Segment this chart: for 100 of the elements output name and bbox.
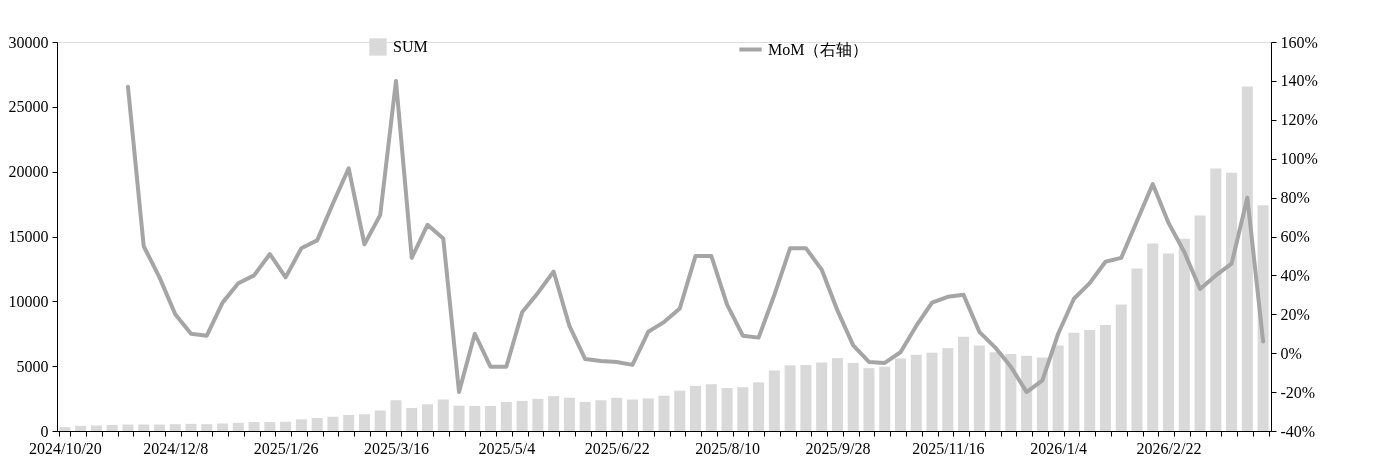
bar	[532, 398, 544, 431]
y2-tick-label: 160%	[1280, 33, 1318, 51]
bar	[579, 401, 591, 431]
y2-tick-label: -40%	[1280, 422, 1316, 440]
bar	[800, 365, 812, 431]
bar	[548, 396, 560, 431]
bar	[138, 424, 150, 431]
bar	[1099, 324, 1111, 431]
bar	[1021, 355, 1033, 431]
x-tick-label: 2025/9/28	[805, 439, 871, 457]
bar	[374, 410, 386, 431]
x-tick-label: 2026/2/22	[1136, 439, 1202, 457]
bar	[1084, 330, 1096, 431]
x-tick-label: 2025/1/26	[253, 439, 319, 457]
bar	[90, 425, 102, 431]
bar	[75, 425, 87, 431]
bar	[611, 397, 623, 431]
bar	[973, 345, 985, 431]
bar	[768, 370, 780, 431]
bar	[343, 414, 355, 431]
bar	[500, 401, 512, 431]
y-tick-label: 5000	[16, 357, 49, 375]
y2-tick-label: 120%	[1280, 111, 1318, 129]
bar	[311, 418, 323, 431]
x-tick-label: 2024/12/8	[143, 439, 209, 457]
bar	[453, 405, 465, 431]
y-tick-label: 20000	[8, 163, 49, 181]
bar	[217, 423, 229, 431]
y2-tick-label: 40%	[1280, 266, 1310, 284]
bar	[595, 400, 607, 431]
bar	[59, 427, 71, 431]
bar	[626, 399, 638, 431]
y2-tick-label: 60%	[1280, 228, 1310, 245]
y-tick-label: 30000	[8, 33, 49, 51]
bar	[1052, 345, 1064, 431]
legend-label: MoM（右轴）	[768, 40, 869, 58]
legend-label: SUM	[393, 38, 428, 55]
bar	[358, 414, 370, 431]
bar	[831, 358, 843, 431]
bar	[122, 424, 134, 431]
line-series	[125, 78, 1266, 395]
y-tick-label: 10000	[8, 292, 49, 310]
y2-tick-label: 100%	[1280, 150, 1318, 168]
bar	[784, 365, 796, 431]
bar	[1068, 332, 1080, 431]
bar	[721, 387, 733, 431]
bar	[737, 387, 749, 431]
x-tick-label: 2025/11/16	[912, 439, 985, 457]
bar	[280, 421, 292, 431]
y2-tick-label: 0%	[1280, 344, 1302, 362]
bar	[201, 424, 213, 431]
bar	[816, 362, 828, 431]
bar	[705, 384, 717, 431]
bar	[1147, 243, 1159, 431]
bar	[485, 405, 497, 431]
bar	[1194, 215, 1206, 431]
x-tick-label: 2024/10/20	[28, 439, 102, 457]
bar	[879, 366, 891, 431]
bar	[847, 362, 859, 431]
bar	[1131, 268, 1143, 431]
y2-tick-label: -20%	[1280, 383, 1316, 401]
bar	[642, 398, 654, 431]
bar	[1226, 172, 1238, 431]
bar	[437, 399, 449, 431]
x-tick-label: 2025/5/4	[478, 439, 536, 457]
bar	[1163, 253, 1175, 431]
bar	[1241, 86, 1253, 431]
bar	[421, 404, 434, 431]
bar	[153, 424, 165, 431]
y2-tick-label: 80%	[1280, 189, 1310, 207]
bar	[406, 408, 418, 431]
bar	[169, 424, 181, 431]
bar	[248, 422, 260, 431]
bar	[106, 424, 118, 431]
bar	[232, 422, 244, 431]
bar	[674, 390, 686, 431]
bar	[295, 419, 307, 431]
bar	[863, 368, 875, 431]
y2-tick-label: 140%	[1280, 72, 1318, 90]
bar	[563, 397, 575, 431]
bar	[958, 336, 970, 431]
bar	[1257, 205, 1269, 431]
bar	[989, 352, 1001, 431]
bar	[516, 400, 528, 431]
bar	[1005, 353, 1017, 431]
bar	[185, 423, 197, 431]
bar	[469, 405, 481, 431]
bar	[942, 348, 954, 431]
x-tick-label: 2025/6/22	[584, 439, 650, 457]
y-tick-label: 15000	[8, 228, 49, 245]
bar	[1115, 304, 1127, 431]
bar	[264, 422, 276, 431]
bar	[327, 416, 339, 431]
x-tick-label: 2025/8/10	[695, 439, 761, 457]
bar	[753, 382, 765, 431]
bar	[1210, 168, 1222, 431]
bar	[1178, 238, 1190, 431]
y-tick-label: 0	[40, 422, 49, 440]
y2-tick-label: 20%	[1280, 305, 1310, 323]
bar	[894, 358, 907, 431]
